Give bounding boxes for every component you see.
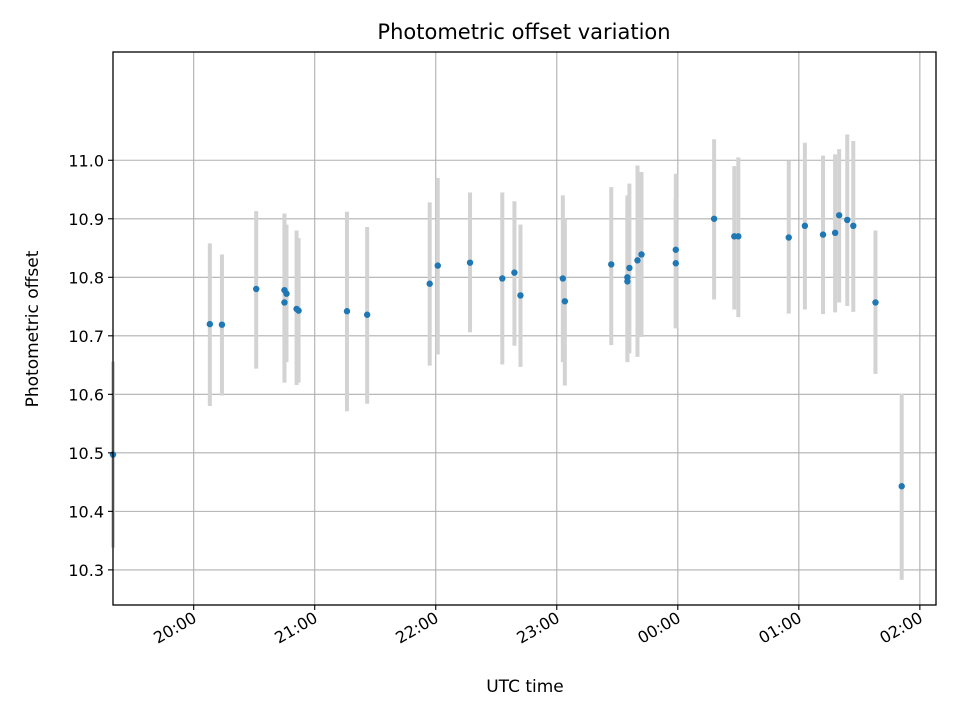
data-point [517, 292, 524, 299]
x-tick-label: 00:00 [634, 608, 683, 648]
data-point [511, 269, 518, 276]
data-point [626, 264, 633, 272]
data-point [363, 311, 371, 318]
data-point [831, 229, 839, 237]
data-point [218, 321, 226, 328]
y-tick-label: 10.7 [68, 327, 104, 346]
data-point [819, 231, 827, 238]
y-axis: 10.3 10.4 10.5 10.6 10.7 10.8 10.9 11.0 [68, 151, 113, 580]
data-point [343, 308, 351, 315]
data-point [283, 290, 290, 297]
data-point [608, 261, 615, 268]
y-tick-label: 10.9 [68, 210, 104, 229]
chart-title: Photometric offset variation [377, 20, 670, 44]
grid [113, 52, 936, 605]
plot-frame [112, 51, 937, 606]
data-point [253, 285, 260, 293]
data-point [206, 320, 214, 328]
data-point [634, 257, 641, 264]
data-point [735, 233, 742, 240]
x-axis: 20:00 21:00 22:00 23:00 00:00 01:00 02:00 [150, 605, 926, 648]
data-point [785, 234, 792, 241]
error-bars [111, 134, 904, 580]
x-tick-label: 23:00 [513, 608, 562, 648]
y-tick-label: 10.8 [68, 268, 104, 287]
data-point [872, 299, 879, 306]
x-tick-label: 02:00 [876, 608, 925, 648]
data-point [434, 262, 441, 269]
y-tick-label: 10.5 [68, 444, 104, 463]
y-axis-label: Photometric offset [23, 250, 43, 407]
data-point [898, 483, 905, 490]
y-tick-label: 11.0 [68, 151, 104, 170]
y-tick-label: 10.4 [68, 502, 104, 521]
data-point [561, 298, 569, 305]
x-tick-label: 20:00 [150, 608, 199, 648]
data-point [281, 299, 288, 306]
data-point [710, 215, 718, 222]
x-axis-label: UTC time [486, 677, 564, 697]
data-point [850, 222, 857, 229]
y-tick-label: 10.6 [68, 385, 104, 404]
data-point [672, 260, 679, 267]
y-tick-label: 10.3 [68, 561, 104, 580]
data-point [426, 280, 433, 287]
data-point [295, 307, 302, 314]
data-point [559, 275, 567, 282]
data-point [624, 278, 631, 285]
data-point [499, 275, 506, 282]
x-tick-label: 01:00 [755, 608, 804, 648]
data-points [109, 212, 905, 490]
x-tick-label: 21:00 [271, 608, 320, 648]
data-point [801, 222, 809, 229]
data-point [638, 251, 645, 258]
data-point [672, 246, 679, 253]
data-point [466, 259, 474, 266]
x-tick-label: 22:00 [392, 608, 441, 648]
data-point [835, 212, 843, 219]
data-point [844, 216, 851, 224]
